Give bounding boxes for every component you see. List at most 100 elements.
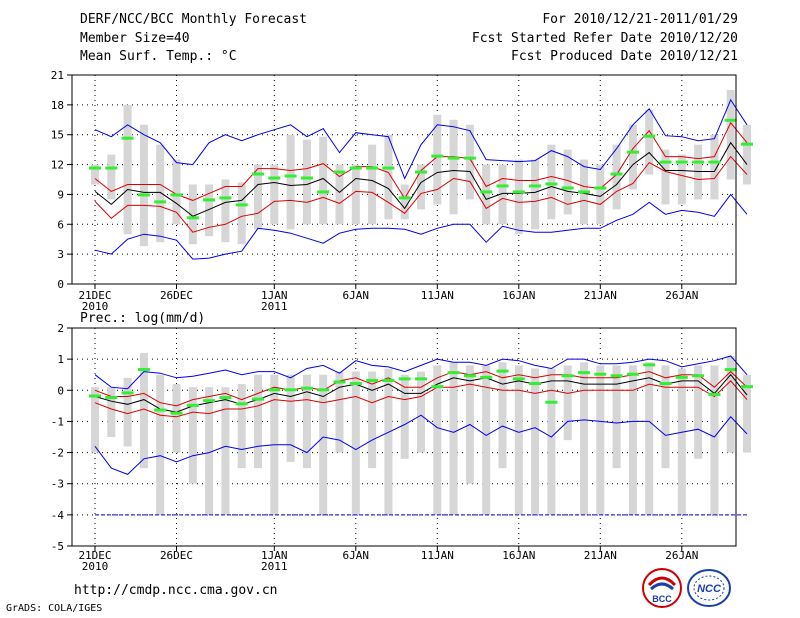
temp-mean-line [94,141,748,217]
prec-ytick-label: 1 [57,353,64,366]
bcc-logo-text: BCC [652,594,672,604]
prec-median-mark [219,396,232,400]
prec-box [580,362,588,515]
prec-box [221,387,230,515]
temp-box [139,124,148,247]
temp-median-mark [252,172,264,176]
prec-max-line [94,355,748,390]
source-url[interactable]: http://cmdp.ncc.cma.gov.cn [74,583,278,598]
prec-median-mark [529,382,542,386]
temp-box [417,164,425,210]
prec-median-mark [643,363,656,367]
prec-median-mark [512,377,525,381]
prec-box [710,365,719,515]
forecast-period: For 2010/12/21-2011/01/29 [542,12,738,27]
temp-median-mark [610,172,623,176]
prec-median-mark [659,382,672,386]
prec-median-mark [415,377,427,381]
temp-box [514,159,523,235]
prec-box [498,362,507,469]
temp-ytick-label: 3 [57,248,64,261]
prec-box [254,374,262,469]
prec-box [628,365,637,515]
prec-box [172,384,181,453]
prec-xtick-label: 26DEC [160,549,193,562]
prec-ytick-label: 2 [57,322,64,335]
temp-box [694,144,703,200]
prec-median-mark [724,368,737,372]
temp-box [335,164,344,225]
temp-xtick-label: 21DEC [78,289,111,302]
prec-median-mark [431,385,444,389]
prec-box [547,368,556,515]
prec-box [107,387,116,437]
temp-xtick-label: 26DEC [160,289,193,302]
temp-box [596,164,605,225]
prec-box [661,365,670,469]
temp-median-mark [137,193,150,197]
temp-median-mark [659,160,672,164]
prec-median-mark [105,396,118,400]
prec-xtick-label: 21JAN [584,549,617,562]
prec-median-mark [463,374,476,378]
prec-box [351,371,360,515]
temp-box [498,164,507,225]
prec-median-mark [496,369,509,373]
temp-box [270,164,279,225]
temp-box [726,89,735,180]
temp-box [563,149,572,215]
prec-median-mark [235,402,248,406]
prec-median-mark [121,391,134,395]
temp-median-mark [692,160,705,164]
temp-median-mark [724,118,737,122]
temp-frame [71,74,737,285]
temp-median-mark [708,160,721,164]
temp-box [91,164,99,185]
temp-xtick-label: 26JAN [665,289,698,302]
temp-box [254,164,262,230]
temp-median-mark [154,200,167,204]
temp-median-mark [317,190,330,194]
prec-xtick-label: 11JAN [421,549,454,562]
prec-median-mark [626,372,639,376]
temp-median-mark [741,142,753,146]
temp-median-mark [545,182,558,186]
temp-xtick-label: 16JAN [502,289,535,302]
prec-median-mark [447,371,460,375]
temp-median-mark [578,190,590,194]
prec-box [645,362,654,515]
temp-min-line [94,193,748,260]
temp-xtick-label: 6JAN [343,289,370,302]
prec-median-mark [610,374,623,378]
prec-box [449,362,458,515]
temp-median-mark [643,134,656,138]
temp-box [188,184,197,245]
variable-label: Mean Surf. Temp.: °C [80,49,237,64]
prec-xtick-label: 1JAN [261,549,288,562]
temp-box [368,144,377,225]
prec-box [156,374,165,515]
temp-xtick-label: 21JAN [584,289,617,302]
temp-median-mark [186,216,199,220]
prec-median-mark [203,399,216,403]
temp-ytick-label: 9 [57,188,64,201]
temp-median-mark [431,154,444,158]
temp-box [107,154,116,200]
prec-median-mark [561,374,574,378]
ncc-logo-text: NCC [697,583,722,595]
prec-box [514,365,523,515]
temp-box [531,159,540,230]
temp-box [123,104,132,235]
prec-box [139,352,148,469]
prec-min-line [94,414,748,475]
prec-box [694,365,703,459]
prec-median-mark [741,385,753,389]
prec-mean-line [94,373,748,413]
temp-spread-low-line [94,155,748,233]
temp-median-mark [480,190,493,194]
prec-median-mark [333,380,346,384]
temp-box [384,134,393,220]
temp-ytick-label: 15 [51,129,64,142]
prec-median-mark [382,378,395,382]
